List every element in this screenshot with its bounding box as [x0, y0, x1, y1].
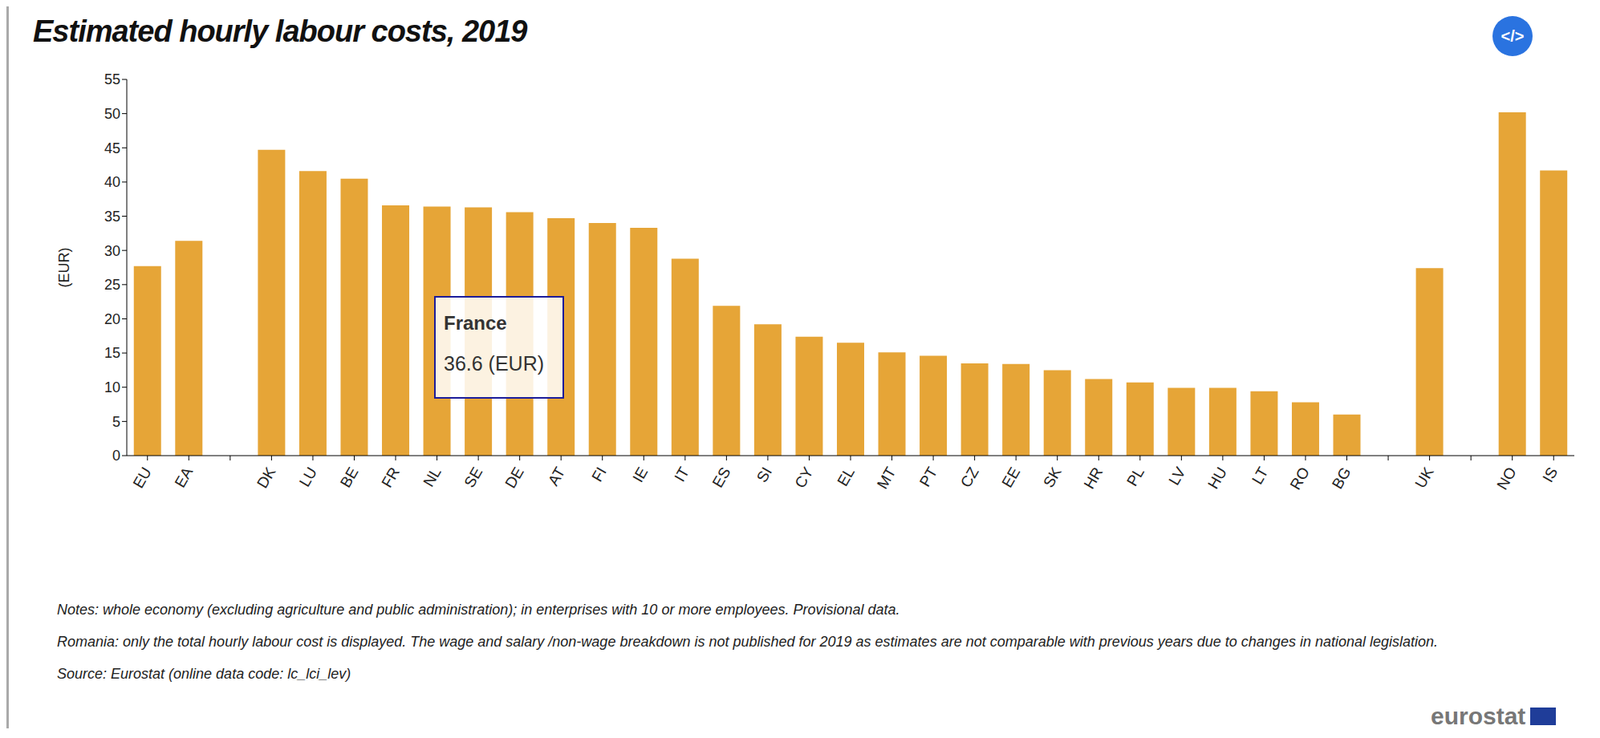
svg-text:MT: MT	[873, 463, 900, 492]
svg-text:5: 5	[112, 414, 121, 431]
svg-text:EL: EL	[833, 464, 858, 490]
svg-text:25: 25	[104, 276, 121, 293]
svg-text:EE: EE	[998, 464, 1024, 491]
svg-text:FI: FI	[588, 464, 610, 485]
svg-text:IE: IE	[629, 464, 651, 486]
html-text:36.6 (EUR): 36.6 (EUR)	[443, 352, 545, 375]
svg-text:LT: LT	[1248, 463, 1272, 488]
svg-text:AT: AT	[544, 463, 569, 489]
svg-text:SK: SK	[1039, 463, 1065, 491]
html-text:France: France	[443, 312, 507, 334]
svg-text:40: 40	[104, 174, 121, 191]
svg-text:CY: CY	[791, 463, 817, 492]
svg-text:PL: PL	[1123, 464, 1148, 490]
svg-text:RO: RO	[1287, 464, 1313, 493]
svg-text:50: 50	[104, 105, 121, 122]
svg-text:ES: ES	[709, 464, 735, 491]
svg-text:0: 0	[112, 447, 121, 464]
svg-text:EA: EA	[171, 463, 197, 491]
svg-text:LV: LV	[1165, 463, 1189, 488]
svg-text:10: 10	[104, 379, 121, 396]
html-text:Romania: only the total hourly: Romania: only the total hourly labour co…	[56, 633, 1438, 650]
svg-text:EU: EU	[129, 464, 155, 492]
html-text:eurostat: eurostat	[1430, 702, 1526, 730]
svg-text:NL: NL	[419, 464, 444, 491]
svg-text:NO: NO	[1493, 464, 1519, 493]
svg-text:15: 15	[104, 345, 121, 362]
html-text:Notes: whole economy (excludin: Notes: whole economy (excluding agricult…	[56, 601, 900, 618]
svg-text:BG: BG	[1328, 464, 1355, 492]
html-text:Estimated hourly labour costs,: Estimated hourly labour costs, 2019	[32, 14, 527, 49]
svg-text:LU: LU	[296, 464, 321, 491]
svg-text:BE: BE	[337, 464, 362, 491]
svg-text:PT: PT	[916, 463, 942, 490]
svg-text:DK: DK	[253, 463, 280, 492]
svg-text:45: 45	[104, 140, 121, 157]
svg-text:SE: SE	[460, 464, 486, 491]
svg-text:20: 20	[104, 311, 121, 328]
svg-text:SI: SI	[753, 464, 776, 486]
svg-text:(EUR): (EUR)	[56, 247, 73, 289]
html-text:Source: Eurostat (online data: Source: Eurostat (online data code: lc_l…	[56, 665, 351, 683]
svg-text:HU: HU	[1204, 464, 1231, 492]
svg-text:IT: IT	[670, 463, 693, 484]
svg-text:IS: IS	[1539, 464, 1561, 486]
svg-text:HR: HR	[1080, 464, 1106, 492]
svg-text:UK: UK	[1411, 463, 1438, 492]
svg-text:DE: DE	[501, 464, 527, 492]
svg-text:35: 35	[104, 208, 121, 225]
svg-text:55: 55	[104, 71, 121, 88]
svg-text:30: 30	[104, 243, 121, 260]
svg-text:CZ: CZ	[957, 463, 983, 491]
svg-text:FR: FR	[377, 464, 403, 491]
